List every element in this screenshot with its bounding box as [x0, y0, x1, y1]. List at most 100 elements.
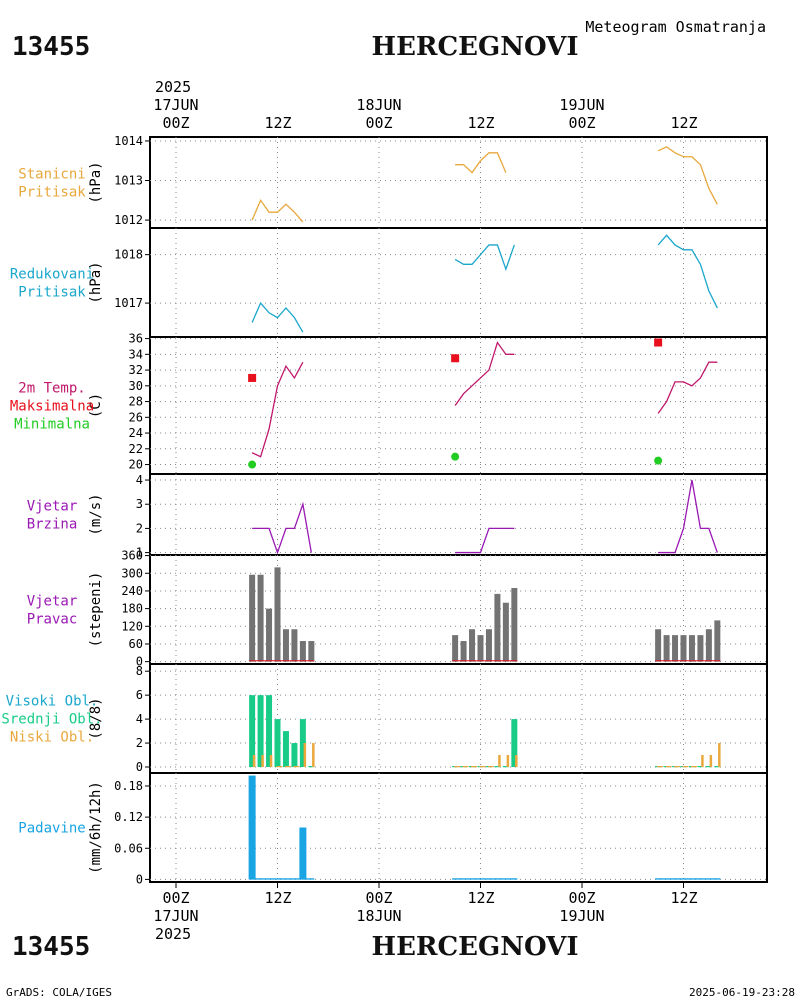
station-name-bottom: HERCEGNOVI: [372, 932, 579, 962]
panel-legend-label: Pritisak: [18, 285, 86, 301]
series-line: [252, 501, 312, 555]
top-hour-3: 00Z: [365, 114, 392, 132]
bar: [257, 574, 264, 662]
station-id-top: 13455: [12, 32, 90, 62]
y-tick-label: 36: [129, 332, 143, 346]
y-axis-unit: (8/8): [88, 697, 104, 739]
bar: [274, 719, 281, 768]
series-line: [455, 152, 507, 174]
series-line: [251, 301, 304, 333]
y-tick-label: 60: [129, 637, 143, 651]
panel-legend-label: Pravac: [27, 612, 78, 628]
y-axis-unit: (m/s): [88, 493, 104, 535]
bar-zero: [502, 766, 509, 768]
bar: [494, 593, 501, 662]
bar: [663, 635, 670, 662]
y-axis-unit: (C): [88, 393, 104, 418]
bar: [261, 755, 264, 768]
panel-frame: [149, 663, 768, 774]
bar: [266, 695, 273, 768]
bar: [655, 629, 662, 662]
bar-zero: [308, 766, 315, 768]
bottom-hour-2: 12Z: [264, 889, 291, 907]
panel-pressure: 1012 1013 1014 (hPa)Stanicni Pritisak: [18, 134, 768, 229]
y-tick-label: 300: [121, 566, 143, 580]
y-tick-label: 2: [136, 736, 143, 750]
bottom-hour-5: 00Z: [568, 889, 595, 907]
y-tick-label: 0: [136, 760, 143, 774]
bottom-hour-6: 12Z: [670, 889, 697, 907]
panel-wind_dir: 0 60 120 180 240 300 360 (stepeni) Vjetar Pravac: [27, 549, 768, 669]
bar: [688, 635, 695, 662]
y-tick-label: 1012: [114, 213, 143, 227]
panel-legend-label: 2m Temp.: [18, 381, 85, 397]
bar: [249, 695, 256, 768]
station-name-top: HERCEGNOVI: [372, 32, 579, 62]
y-tick-label: 0.06: [114, 841, 143, 855]
bar-zero: [284, 766, 291, 768]
bottom-year-label: 2025: [155, 925, 191, 943]
bar-zero: [665, 766, 672, 768]
max-temp-marker: [654, 338, 663, 347]
y-tick-label: 24: [129, 426, 143, 440]
panel-frame: [149, 473, 768, 556]
series-line: [454, 341, 515, 406]
series-line: [657, 146, 718, 205]
bar: [266, 608, 273, 662]
panel-legend-label: Visoki Obl.: [6, 694, 99, 710]
panel-legend-label: Niski Obl.: [10, 730, 94, 746]
series-line: [658, 479, 718, 554]
y-tick-label: 30: [129, 379, 143, 393]
bar-zero: [714, 766, 721, 768]
top-date-3: 19JUN: [559, 96, 604, 114]
y-tick-label: 180: [121, 602, 143, 616]
station-id-bottom: 13455: [12, 932, 90, 962]
bar: [303, 743, 307, 768]
bar: [672, 635, 679, 662]
bar-zero: [454, 766, 461, 768]
y-tick-label: 28: [129, 395, 143, 409]
bar: [485, 629, 492, 662]
y-tick-label: 32: [129, 363, 143, 377]
bar: [697, 635, 704, 662]
bar: [705, 629, 712, 662]
series-line: [455, 527, 515, 554]
bar: [282, 731, 289, 768]
panel-legend-label: Pritisak: [18, 185, 86, 201]
bar: [291, 743, 298, 768]
bar-zero: [276, 766, 283, 768]
y-axis-unit: (hPa): [88, 161, 104, 203]
bar: [477, 635, 484, 662]
y-tick-label: 20: [129, 458, 143, 472]
bar-zero: [705, 766, 712, 768]
y-axis-unit: (hPa): [88, 261, 104, 303]
bar: [515, 755, 518, 768]
min-temp-marker: [248, 460, 257, 469]
bar: [502, 602, 509, 662]
bar: [252, 755, 256, 768]
bar: [299, 641, 306, 662]
y-tick-label: 1013: [114, 174, 143, 188]
footer-credit: GrADS: COLA/IGES: [6, 986, 112, 999]
panel-wind_speed: 1 2 3 4 (m/s) Vjetar Brzina: [27, 473, 768, 560]
y-axis-unit: (mm/6h/12h): [88, 781, 104, 874]
y-tick-label: 26: [129, 410, 143, 424]
panel-legend-label: Padavine: [18, 821, 85, 837]
bar: [460, 641, 467, 662]
panel-legend-label: Srednji Obl.: [1, 712, 102, 728]
bar: [269, 755, 273, 768]
y-tick-label: 360: [121, 549, 143, 563]
y-tick-label: 1: [136, 546, 143, 560]
bar: [680, 635, 687, 662]
bar: [274, 567, 281, 662]
bar: [312, 743, 315, 768]
bar-zero: [494, 766, 501, 768]
panel-legend-label: Vjetar: [27, 499, 78, 515]
bottom-hour-3: 00Z: [365, 889, 392, 907]
top-hour-6: 12Z: [670, 114, 697, 132]
panel-frame: [149, 772, 768, 883]
bar: [498, 755, 501, 768]
bottom-hour-1: 00Z: [162, 889, 189, 907]
